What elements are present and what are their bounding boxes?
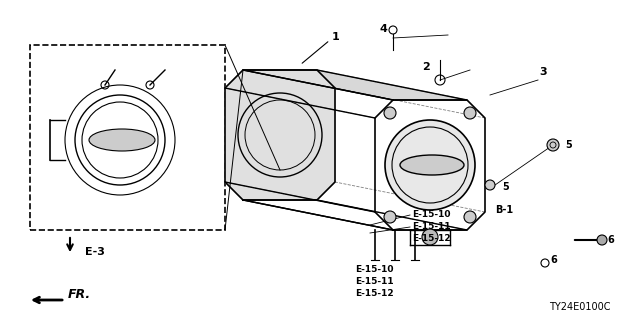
Polygon shape: [225, 70, 335, 200]
Circle shape: [464, 107, 476, 119]
Ellipse shape: [89, 129, 155, 151]
Text: 2: 2: [422, 62, 429, 72]
Text: E-15-11: E-15-11: [412, 222, 451, 231]
Circle shape: [385, 120, 475, 210]
Text: 3: 3: [539, 67, 547, 77]
Text: 6: 6: [607, 235, 614, 245]
Text: FR.: FR.: [68, 288, 91, 301]
Text: E-15-12: E-15-12: [412, 234, 451, 243]
Circle shape: [384, 211, 396, 223]
Circle shape: [422, 229, 438, 245]
Text: E-15-10: E-15-10: [412, 210, 451, 219]
Circle shape: [597, 235, 607, 245]
Text: E-15-10: E-15-10: [355, 265, 394, 274]
Text: E-15-11: E-15-11: [355, 277, 394, 286]
Text: E-3: E-3: [85, 247, 105, 257]
Circle shape: [384, 107, 396, 119]
Text: 4: 4: [379, 24, 387, 34]
Circle shape: [547, 139, 559, 151]
Text: 6: 6: [550, 255, 557, 265]
FancyBboxPatch shape: [30, 45, 225, 230]
Polygon shape: [243, 70, 467, 100]
Ellipse shape: [400, 155, 464, 175]
Circle shape: [464, 211, 476, 223]
Text: 1: 1: [332, 32, 340, 42]
Text: 5: 5: [502, 182, 509, 192]
Text: 5: 5: [565, 140, 572, 150]
Text: B-1: B-1: [495, 205, 513, 215]
Circle shape: [485, 180, 495, 190]
Text: TY24E0100C: TY24E0100C: [549, 302, 611, 312]
Text: E-15-12: E-15-12: [355, 289, 394, 298]
